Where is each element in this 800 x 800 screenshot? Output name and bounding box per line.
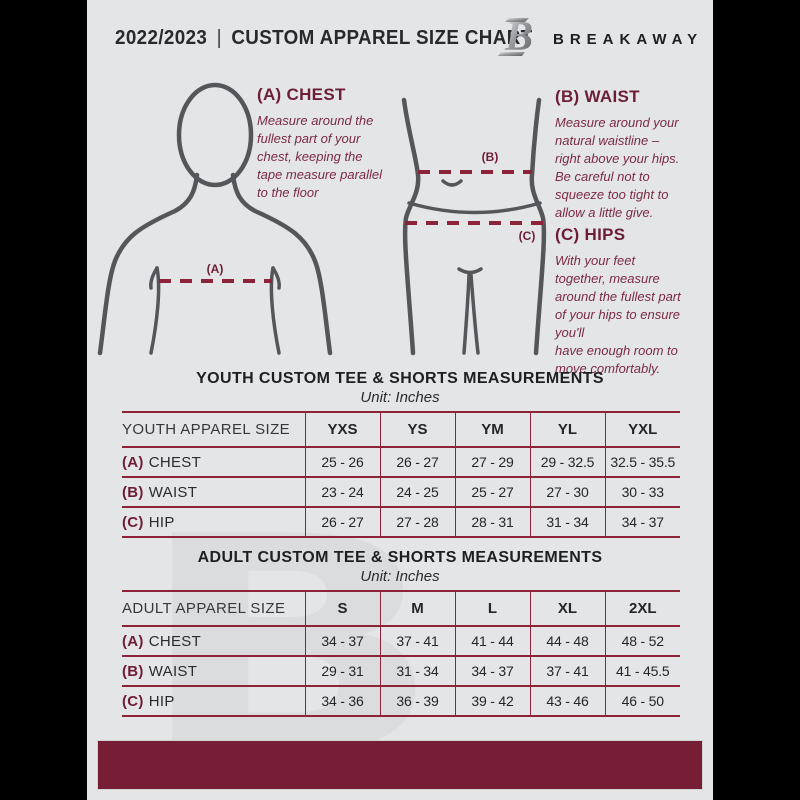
measurement-cell: 25 - 27 — [454, 477, 530, 507]
size-header-cell: YXS — [304, 412, 380, 447]
size-header-cell: M — [379, 591, 455, 626]
row-label: WAIST — [148, 483, 198, 501]
row-prefix: (A) — [122, 453, 144, 471]
row-prefix: (C) — [122, 692, 144, 710]
youth-waist-row: (B) WAIST 23 - 24 24 - 25 25 - 27 27 - 30… — [122, 477, 680, 507]
measurement-cell: 28 - 31 — [454, 507, 530, 537]
header-title: CUSTOM APPAREL SIZE CHART — [231, 27, 533, 49]
youth-table-unit: Unit: Inches — [360, 389, 440, 406]
row-label: HIP — [148, 513, 175, 531]
size-header-cell: 2XL — [604, 591, 680, 626]
measurement-cell: 46 - 50 — [604, 686, 680, 716]
size-header-cell: YXL — [604, 412, 680, 447]
adult-chest-row: (A) CHEST 34 - 37 37 - 41 41 - 44 44 - 48… — [122, 626, 680, 656]
hips-section-description: With your feet together, measure around … — [555, 253, 681, 376]
header-title-row: 2022/2023 | CUSTOM APPAREL SIZE CHART — [115, 27, 533, 50]
size-header-cell: YM — [454, 412, 530, 447]
header-separator: | — [216, 27, 222, 49]
size-header-cell: YL — [529, 412, 605, 447]
size-header-cell: YS — [379, 412, 455, 447]
measurement-cell: 23 - 24 — [304, 477, 380, 507]
measurement-cell: 29 - 32.5 — [529, 447, 605, 477]
adult-size-table: ADULT APPAREL SIZE S M L XL 2XL (A) CHEST… — [122, 590, 680, 717]
measurement-cell: 34 - 37 — [454, 656, 530, 686]
measurement-cell: 26 - 27 — [304, 507, 380, 537]
measurement-cell: 34 - 36 — [304, 686, 380, 716]
measurement-cell: 48 - 52 — [604, 626, 680, 656]
row-label: CHEST — [148, 453, 202, 471]
measurement-cell: 27 - 29 — [454, 447, 530, 477]
row-prefix: (B) — [122, 662, 144, 680]
measurement-cell: 39 - 42 — [454, 686, 530, 716]
header: 2022/2023 | CUSTOM APPAREL SIZE CHART B … — [87, 0, 713, 70]
chest-marker-label: (A) — [207, 262, 224, 276]
measurement-cell: 34 - 37 — [604, 507, 680, 537]
row-prefix: (B) — [122, 483, 144, 501]
size-header-cell: XL — [529, 591, 605, 626]
measurement-cell: 43 - 46 — [529, 686, 605, 716]
adult-header-row: ADULT APPAREL SIZE S M L XL 2XL — [122, 591, 680, 626]
row-label: HIP — [148, 692, 175, 710]
row-prefix: (A) — [122, 632, 144, 650]
measurement-cell: 31 - 34 — [529, 507, 605, 537]
measurement-cell: 29 - 31 — [304, 656, 380, 686]
measurement-cell: 37 - 41 — [379, 626, 455, 656]
measurement-cell: 25 - 26 — [304, 447, 380, 477]
measurement-cell: 36 - 39 — [379, 686, 455, 716]
youth-table-title: YOUTH CUSTOM TEE & SHORTS MEASUREMENTS — [196, 370, 604, 387]
measurement-cell: 41 - 44 — [454, 626, 530, 656]
adult-waist-row: (B) WAIST 29 - 31 31 - 34 34 - 37 37 - 41… — [122, 656, 680, 686]
footer-bar — [97, 740, 703, 790]
youth-size-table: YOUTH APPAREL SIZE YXS YS YM YL YXL (A) C… — [122, 411, 680, 538]
adult-size-column-label: ADULT APPAREL SIZE — [122, 600, 286, 617]
adult-table-unit: Unit: Inches — [360, 568, 440, 585]
youth-size-column-label: YOUTH APPAREL SIZE — [122, 421, 291, 438]
header-year-range: 2022/2023 — [115, 27, 208, 49]
upper-body-figure: (A) — [97, 82, 333, 356]
measurement-cell: 30 - 33 — [604, 477, 680, 507]
row-prefix: (C) — [122, 513, 144, 531]
measurement-cell: 31 - 34 — [379, 656, 455, 686]
measurement-cell: 26 - 27 — [379, 447, 455, 477]
breakaway-logo-icon: B — [495, 12, 547, 65]
brand-name: BREAKAWAY — [553, 31, 704, 48]
measurement-cell: 37 - 41 — [529, 656, 605, 686]
measurement-cell: 32.5 - 35.5 — [604, 447, 680, 477]
youth-hip-row: (C) HIP 26 - 27 27 - 28 28 - 31 31 - 34 3… — [122, 507, 680, 537]
hips-section-heading: (C) HIPS — [555, 225, 626, 244]
size-header-cell: S — [304, 591, 380, 626]
adult-table-title: ADULT CUSTOM TEE & SHORTS MEASUREMENTS — [197, 549, 603, 566]
youth-header-row: YOUTH APPAREL SIZE YXS YS YM YL YXL — [122, 412, 680, 447]
chest-section-heading: (A) CHEST — [257, 85, 346, 104]
row-label: WAIST — [148, 662, 198, 680]
waist-marker-label: (B) — [482, 150, 499, 164]
youth-chest-row: (A) CHEST 25 - 26 26 - 27 27 - 29 29 - 32… — [122, 447, 680, 477]
measurement-cell: 24 - 25 — [379, 477, 455, 507]
lower-body-figure: (B) (C) — [401, 97, 547, 356]
row-label: CHEST — [148, 632, 202, 650]
waist-section-heading: (B) WAIST — [555, 87, 640, 106]
measurement-cell: 34 - 37 — [304, 626, 380, 656]
adult-hip-row: (C) HIP 34 - 36 36 - 39 39 - 42 43 - 46 4… — [122, 686, 680, 716]
size-header-cell: L — [454, 591, 530, 626]
measurement-figures: (A) (B) (C) — [97, 82, 547, 356]
hips-marker-label: (C) — [519, 229, 536, 243]
chest-section-description: Measure around the fullest part of your … — [257, 113, 383, 200]
measurement-cell: 44 - 48 — [529, 626, 605, 656]
size-chart-flyer: B 2022/2023 | CUSTOM APPAREL SIZE CHART … — [87, 0, 713, 800]
measurement-cell: 41 - 45.5 — [604, 656, 680, 686]
waist-section-description: Measure around your natural waistline – … — [555, 115, 680, 220]
measurement-cell: 27 - 28 — [379, 507, 455, 537]
measurement-cell: 27 - 30 — [529, 477, 605, 507]
